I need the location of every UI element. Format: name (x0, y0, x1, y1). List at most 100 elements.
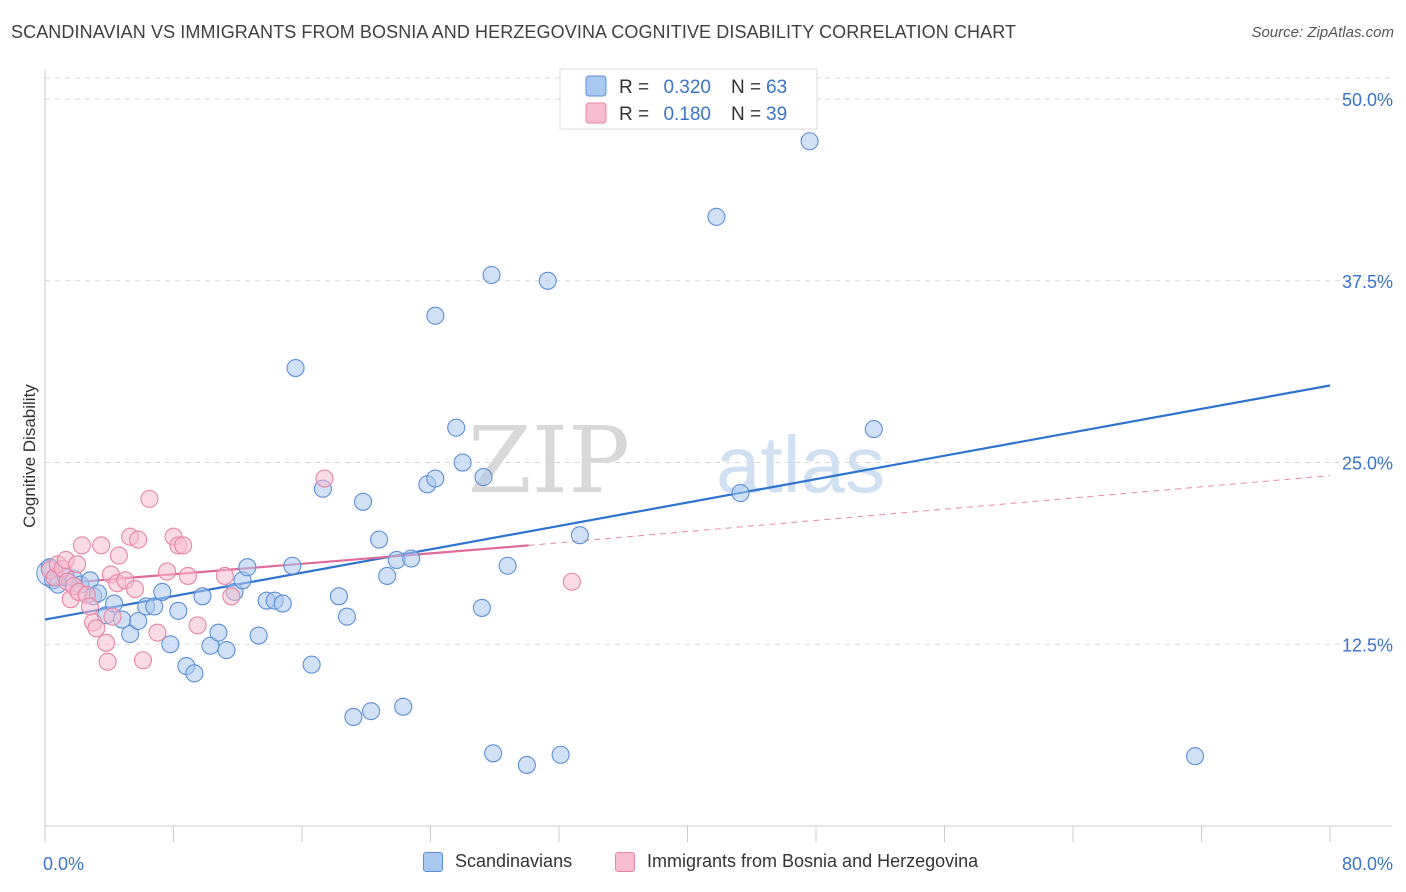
legend-item-bosnia[interactable]: Immigrants from Bosnia and Herzegovina (615, 851, 978, 872)
point-bosnia-24 (125, 579, 144, 599)
legend-top-n-label-0: N = (731, 77, 761, 98)
legend-top-r-value-0: 0.320 (663, 77, 711, 98)
point-bosnia-10 (72, 536, 91, 555)
legend-top-n-label-1: N = (731, 104, 761, 125)
point-scandinavian-56 (517, 755, 536, 774)
point-scandinavian-36 (329, 587, 348, 606)
point-scandinavian-61 (731, 484, 750, 503)
point-bosnia-38 (562, 572, 581, 591)
point-scandinavian-12 (121, 625, 140, 644)
point-bosnia-28 (148, 623, 167, 642)
point-scandinavian-23 (209, 623, 228, 642)
point-bosnia-21 (109, 546, 128, 565)
legend-swatch-pink (615, 851, 635, 872)
point-scandinavian-54 (484, 744, 503, 763)
point-scandinavian-52 (474, 468, 493, 487)
point-bosnia-17 (98, 652, 117, 671)
point-scandinavian-48 (426, 306, 445, 325)
point-scandinavian-42 (378, 566, 397, 585)
point-bosnia-34 (188, 616, 207, 635)
legend-top-r-value-1: 0.180 (663, 104, 711, 125)
point-scandinavian-51 (472, 598, 491, 617)
point-bosnia-37 (315, 469, 334, 488)
point-bosnia-33 (178, 566, 198, 585)
point-bosnia-26 (133, 651, 153, 670)
point-scandinavian-32 (283, 556, 302, 575)
data-points (36, 132, 1205, 774)
point-bosnia-15 (92, 536, 111, 555)
source-note: Source: ZipAtlas.com (1251, 24, 1394, 41)
point-scandinavian-18 (169, 601, 188, 620)
point-scandinavian-13 (129, 611, 148, 631)
point-scandinavian-58 (551, 745, 570, 764)
point-scandinavian-57 (538, 271, 557, 290)
point-scandinavian-49 (447, 418, 466, 437)
legend-label-bosnia: Immigrants from Bosnia and Herzegovina (647, 851, 979, 871)
point-bosnia-32 (174, 536, 193, 555)
legend-label-scandinavians: Scandinavians (455, 851, 573, 871)
legend-item-scandinavians[interactable]: Scandinavians (423, 851, 572, 872)
point-bosnia-35 (215, 566, 234, 585)
point-scandinavian-38 (344, 707, 363, 727)
point-bosnia-25 (129, 530, 148, 549)
trend-extension-bosnia (528, 475, 1331, 546)
point-scandinavian-20 (185, 664, 204, 683)
point-bosnia-36 (222, 587, 241, 606)
y-tick-label-2: 37.5% (1342, 272, 1393, 292)
point-scandinavian-53 (482, 265, 501, 285)
point-scandinavian-63 (864, 420, 883, 439)
point-scandinavian-37 (337, 607, 357, 626)
point-bosnia-8 (68, 555, 87, 574)
point-scandinavian-33 (286, 358, 305, 378)
watermark: ZIP atlas (468, 407, 885, 514)
point-scandinavian-45 (402, 549, 421, 568)
point-scandinavian-40 (362, 702, 381, 721)
legend-top-n-value-0: 63 (766, 77, 787, 98)
point-scandinavian-27 (238, 558, 257, 577)
legend-top-r-label-0: R = (619, 77, 649, 98)
point-scandinavian-44 (394, 697, 413, 716)
chart-title: SCANDINAVIAN VS IMMIGRANTS FROM BOSNIA A… (11, 22, 1017, 42)
y-tick-label-1: 25.0% (1342, 454, 1393, 474)
point-scandinavian-24 (217, 641, 236, 660)
point-bosnia-29 (158, 562, 177, 581)
point-scandinavian-50 (453, 453, 472, 472)
tick-labels: 12.5% 25.0% 37.5% 50.0% 0.0% 80.0% (43, 90, 1393, 874)
point-scandinavian-60 (707, 207, 726, 226)
point-scandinavian-39 (353, 492, 373, 511)
point-bosnia-16 (96, 633, 116, 652)
point-bosnia-19 (103, 607, 122, 626)
point-bosnia-14 (87, 619, 106, 638)
x-tick-label-0: 0.0% (43, 854, 84, 874)
point-scandinavian-34 (302, 655, 321, 674)
point-bosnia-12 (80, 597, 100, 616)
legend-top: R = 0.320 N = 63 R = 0.180 N = 39 (559, 68, 818, 130)
point-scandinavian-16 (153, 582, 172, 601)
y-axis-title: Cognitive Disability (20, 384, 39, 528)
point-scandinavian-31 (273, 594, 292, 613)
point-scandinavian-21 (193, 587, 212, 606)
point-scandinavian-59 (570, 526, 589, 545)
watermark-zip: ZIP (468, 407, 630, 514)
point-scandinavian-28 (249, 626, 268, 645)
trend-line-scandinavian (44, 384, 1331, 621)
legend-top-swatch-0 (585, 75, 607, 97)
legend-top-r-label-1: R = (619, 104, 649, 125)
x-tick-label-1: 80.0% (1342, 854, 1393, 874)
legend-top-swatch-1 (585, 102, 607, 124)
point-scandinavian-55 (498, 556, 517, 575)
point-scandinavian-17 (161, 635, 180, 654)
point-bosnia-27 (140, 489, 159, 508)
point-scandinavian-15 (145, 597, 164, 616)
y-tick-label-3: 50.0% (1342, 90, 1393, 110)
y-tick-label-0: 12.5% (1342, 635, 1393, 655)
legend-bottom: Scandinavians Immigrants from Bosnia and… (0, 851, 1406, 877)
legend-top-n-value-1: 39 (766, 104, 787, 125)
point-scandinavian-62 (800, 132, 819, 151)
point-scandinavian-47 (426, 469, 445, 488)
legend-swatch-blue (423, 851, 443, 872)
axes (44, 70, 1392, 842)
point-scandinavian-41 (370, 530, 389, 549)
point-scandinavian-64 (1186, 747, 1205, 766)
